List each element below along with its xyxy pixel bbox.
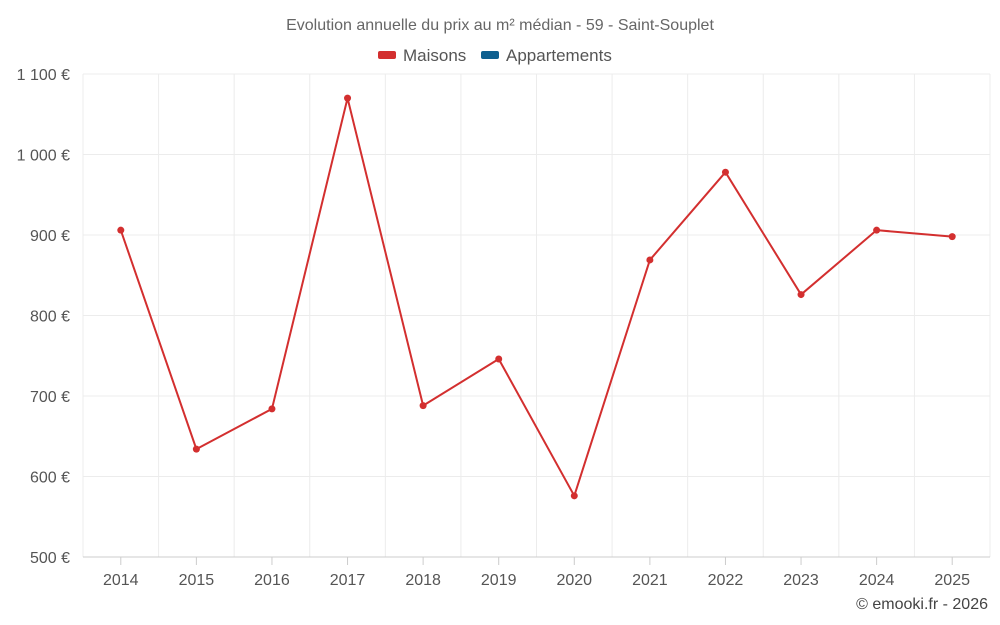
data-point-2025[interactable] bbox=[948, 233, 956, 241]
x-tick-label: 2025 bbox=[934, 572, 970, 589]
x-tick-label: 2023 bbox=[783, 572, 819, 589]
legend-item-appartements[interactable]: Appartements bbox=[481, 46, 612, 65]
data-point-2019[interactable] bbox=[495, 355, 503, 363]
data-point-2016[interactable] bbox=[268, 405, 276, 413]
series-maisons bbox=[117, 94, 956, 500]
data-point-2023[interactable] bbox=[797, 291, 805, 299]
data-point-2020[interactable] bbox=[570, 492, 578, 500]
legend: Maisons Appartements bbox=[378, 46, 612, 65]
data-point-2017[interactable] bbox=[344, 94, 352, 102]
x-tick-label: 2024 bbox=[859, 572, 895, 589]
x-tick-label: 2016 bbox=[254, 572, 290, 589]
y-tick-label: 800 € bbox=[30, 309, 70, 326]
chart-title: Evolution annuelle du prix au m² médian … bbox=[286, 17, 714, 34]
y-tick-label: 500 € bbox=[30, 550, 70, 567]
x-tick-label: 2015 bbox=[179, 572, 215, 589]
legend-label-maisons: Maisons bbox=[403, 46, 466, 65]
legend-swatch-maisons bbox=[378, 51, 396, 59]
data-point-2018[interactable] bbox=[419, 402, 427, 410]
y-tick-label: 1 100 € bbox=[17, 67, 70, 84]
y-tick-label: 700 € bbox=[30, 389, 70, 406]
x-axis: 2014 2015 2016 2017 2018 2019 2020 2021 2022 2023… bbox=[83, 556, 990, 589]
y-tick-label: 1 000 € bbox=[17, 148, 70, 165]
y-axis: 500 € 600 € 700 € 800 € 900 € 1 000 € 1 100 € bbox=[17, 67, 70, 567]
data-point-2024[interactable] bbox=[873, 226, 881, 234]
y-tick-label: 900 € bbox=[30, 228, 70, 245]
data-point-2015[interactable] bbox=[192, 445, 200, 453]
x-tick-label: 2021 bbox=[632, 572, 668, 589]
data-point-2022[interactable] bbox=[721, 168, 729, 176]
x-tick-label: 2022 bbox=[708, 572, 744, 589]
x-tick-label: 2020 bbox=[556, 572, 592, 589]
credit-text: © emooki.fr - 2026 bbox=[856, 596, 988, 613]
legend-swatch-appartements bbox=[481, 51, 499, 59]
x-tick-label: 2017 bbox=[330, 572, 366, 589]
legend-label-appartements: Appartements bbox=[506, 46, 612, 65]
legend-item-maisons[interactable]: Maisons bbox=[378, 46, 466, 65]
data-point-2021[interactable] bbox=[646, 256, 654, 264]
x-tick-label: 2018 bbox=[405, 572, 441, 589]
x-tick-label: 2014 bbox=[103, 572, 139, 589]
x-tick-label: 2019 bbox=[481, 572, 517, 589]
data-point-2014[interactable] bbox=[117, 226, 125, 234]
grid bbox=[82, 73, 991, 557]
series-line-maisons bbox=[119, 97, 953, 497]
y-tick-label: 600 € bbox=[30, 470, 70, 487]
